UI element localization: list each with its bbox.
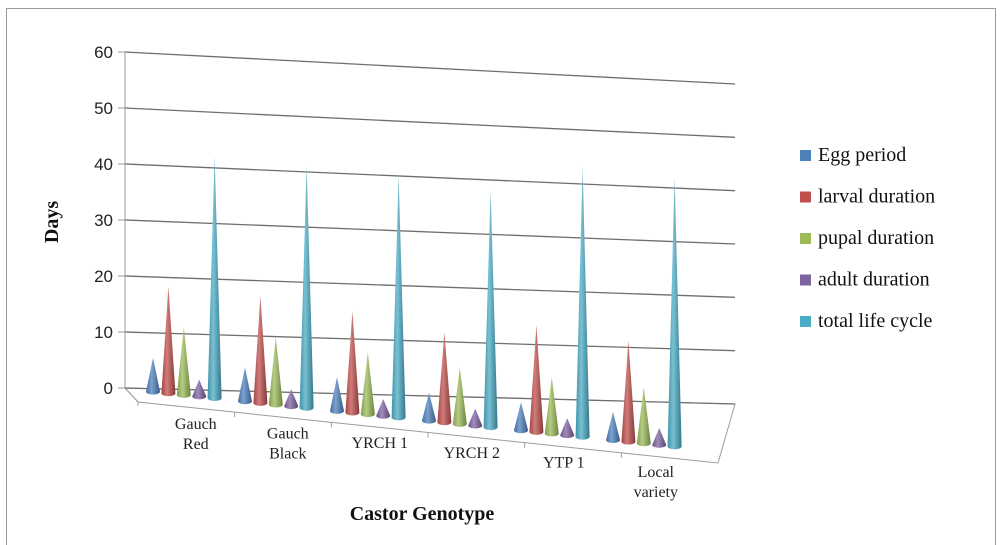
cone-larval-duration [161, 286, 176, 397]
cone [652, 427, 667, 448]
cone [345, 311, 360, 416]
x-tick-label: YRCH 1 [352, 435, 408, 452]
cone [146, 357, 160, 395]
cone-egg-period [238, 367, 252, 405]
cone-total-life-cycle [207, 156, 222, 402]
cone [422, 392, 436, 424]
cone [514, 402, 528, 434]
gridline [124, 107, 736, 138]
x-tick-label: YRCH 2 [444, 445, 500, 462]
cone-total-life-cycle [483, 191, 498, 431]
cone-adult-duration [376, 398, 391, 419]
cone-larval-duration [621, 340, 636, 445]
cone [667, 176, 682, 450]
cone [284, 389, 299, 410]
y-tick-label: 10 [94, 323, 113, 342]
y-tick-label: 0 [104, 379, 113, 398]
cone-egg-period [606, 411, 620, 443]
chart-frame [6, 8, 996, 545]
cone [360, 352, 375, 418]
cone [176, 327, 191, 398]
cone [452, 367, 467, 427]
cone [468, 408, 483, 429]
legend-label: adult duration [818, 269, 930, 291]
cone [560, 418, 575, 439]
cone-pupal-duration [360, 352, 375, 418]
cone-adult-duration [652, 427, 667, 448]
cone [192, 379, 207, 400]
floor-left-edge [124, 387, 139, 403]
cone [253, 296, 268, 406]
legend-label: Egg period [818, 144, 906, 166]
cone-total-life-cycle [575, 167, 590, 440]
cone [268, 337, 283, 408]
legend-swatch [800, 274, 811, 286]
x-axis-title: Castor Genotype [350, 503, 495, 525]
x-tick-label: Local [638, 464, 675, 481]
gridline [124, 275, 736, 298]
x-tick-label: Red [183, 436, 209, 453]
cone-larval-duration [529, 325, 544, 435]
y-tick-label: 40 [94, 155, 113, 174]
gridline [124, 331, 736, 352]
legend-swatch [800, 316, 811, 327]
cone-larval-duration [253, 296, 268, 406]
y-tick-label: 50 [94, 99, 113, 118]
cone-pupal-duration [452, 367, 467, 427]
cone-total-life-cycle [299, 166, 314, 411]
x-tick-label: Gauch [175, 416, 217, 433]
cone-total-life-cycle [667, 176, 682, 450]
gridline [124, 219, 736, 245]
cone [330, 377, 344, 414]
cone-total-life-cycle [391, 175, 406, 421]
cone-adult-duration [192, 379, 207, 400]
gridline [124, 51, 736, 85]
gridline [124, 163, 736, 192]
y-axis-title: Days [41, 201, 63, 243]
cone-larval-duration [345, 311, 360, 416]
legend-label: pupal duration [818, 227, 934, 249]
x-tick-label: YTP 1 [543, 455, 585, 472]
cone [575, 167, 590, 440]
cone [376, 398, 391, 419]
cone-pupal-duration [544, 377, 559, 437]
x-tick-label: Black [269, 445, 306, 462]
cone-adult-duration [560, 418, 575, 439]
cone-egg-period [514, 402, 528, 434]
cone [437, 332, 452, 426]
legend-label: larval duration [818, 186, 935, 208]
legend-label: total life cycle [818, 310, 933, 332]
cone-pupal-duration [636, 387, 651, 447]
cone [529, 325, 544, 435]
cone-egg-period [330, 377, 344, 414]
cone-egg-period [422, 392, 436, 424]
x-tick-label: variety [634, 484, 678, 501]
legend-swatch [800, 150, 811, 161]
cone [299, 166, 314, 411]
cone [161, 286, 176, 397]
cone [483, 191, 498, 431]
x-tick-label: Gauch [267, 425, 309, 442]
cone-pupal-duration [176, 327, 191, 398]
y-tick-label: 20 [94, 267, 113, 286]
cone [544, 377, 559, 437]
cone [238, 367, 252, 405]
cone-adult-duration [284, 389, 299, 410]
y-tick-label: 30 [94, 211, 113, 230]
cone [207, 156, 222, 402]
cone-adult-duration [468, 408, 483, 429]
cone [621, 340, 636, 445]
cone [606, 411, 620, 443]
y-tick-label: 60 [94, 43, 113, 62]
cone-larval-duration [437, 332, 452, 426]
gridline [124, 387, 736, 405]
cone-egg-period [146, 357, 160, 395]
cone [391, 175, 406, 421]
cone [636, 387, 651, 447]
cone-pupal-duration [268, 337, 283, 408]
legend-swatch [800, 233, 811, 244]
legend-swatch [800, 191, 811, 203]
